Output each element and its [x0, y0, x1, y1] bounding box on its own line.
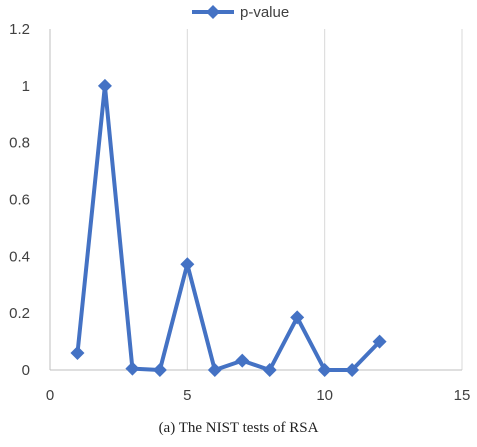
data-point-marker: [70, 345, 85, 360]
y-tick-label: 0.4: [9, 248, 30, 265]
data-point-marker: [152, 363, 167, 377]
y-tick-label: 0.6: [9, 192, 30, 209]
data-point-marker: [207, 363, 222, 377]
axes: [49, 29, 462, 371]
data-point-marker: [97, 78, 112, 93]
y-tick-label: 0: [22, 362, 30, 379]
y-tick-label: 0.2: [9, 305, 30, 322]
x-tick-label: 0: [46, 387, 54, 404]
figure-caption: (a) The NIST tests of RSA: [158, 420, 319, 436]
data-point-marker: [180, 257, 195, 272]
data-point-marker: [262, 363, 277, 377]
y-axis-ticks: 0 0.2 0.4 0.6 0.8 1 1.2: [9, 21, 30, 379]
x-tick-label: 15: [454, 387, 471, 404]
data-point-marker: [317, 363, 332, 377]
y-tick-label: 1.2: [9, 21, 30, 38]
x-tick-label: 5: [183, 387, 191, 404]
y-tick-label: 0.8: [9, 135, 30, 152]
x-axis-ticks: 0 5 10 15: [46, 387, 471, 404]
legend-marker: [206, 5, 220, 19]
series-line: [75, 83, 382, 372]
data-point-marker: [235, 353, 250, 368]
data-point-marker: [345, 363, 360, 377]
legend: p-value: [192, 4, 289, 21]
x-tick-label: 10: [316, 387, 333, 404]
legend-label: p-value: [240, 4, 289, 21]
data-point-marker: [125, 361, 140, 376]
data-point-marker: [372, 334, 387, 349]
series-p-value: [70, 78, 387, 377]
line-chart: 0 0.2 0.4 0.6 0.8 1 1.2 0 5 10 15 p-value: [9, 4, 471, 404]
data-point-marker: [290, 310, 305, 325]
y-tick-label: 1: [22, 78, 30, 95]
grid: [186, 29, 463, 370]
